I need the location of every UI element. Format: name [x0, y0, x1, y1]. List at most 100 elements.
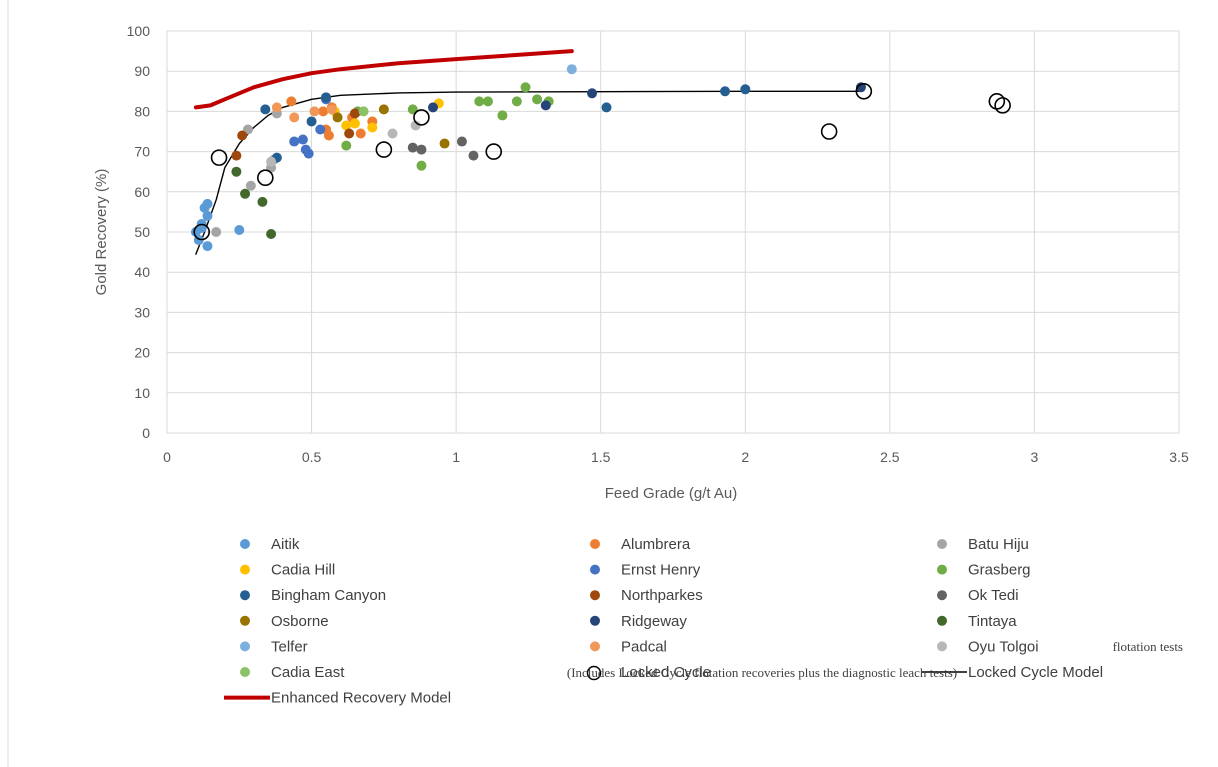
y-tick-label: 20: [134, 345, 150, 361]
oyu-tolgoi-point: [410, 120, 421, 131]
legend-marker-cadia-east: [240, 667, 250, 677]
y-tick-label: 0: [142, 425, 150, 441]
legend-marker-batu-hiju: [937, 539, 947, 549]
legend-label-bingham-canyon: Bingham Canyon: [271, 587, 386, 604]
bingham-canyon-point: [601, 102, 612, 113]
oyu-tolgoi-point: [387, 128, 398, 139]
alumbrera-point: [318, 106, 329, 117]
locked-cycle-point: [413, 109, 430, 126]
padcal-point: [309, 106, 320, 117]
ridgeway-point: [428, 102, 439, 113]
ok-tedi-point: [407, 142, 418, 153]
y-tick-label: 10: [134, 385, 150, 401]
legend-label-batu-hiju: Batu Hiju: [968, 536, 1029, 553]
cadia-hill-point: [341, 120, 352, 131]
locked-cycle-point: [375, 141, 393, 158]
grasberg-point: [511, 96, 522, 107]
aitik-point: [234, 224, 245, 235]
legend-marker-oyu-tolgoi: [937, 641, 947, 652]
aitik-point: [202, 241, 213, 252]
legend-marker-ridgeway: [590, 615, 600, 626]
alumbrera-point: [355, 128, 366, 139]
legend-marker-locked-cycle: [586, 665, 602, 681]
padcal-point: [289, 112, 300, 123]
legend-marker-padcal: [590, 641, 600, 652]
legend-marker-cadia-hill: [240, 564, 250, 575]
legend-label-osborne: Osborne: [271, 613, 329, 630]
y-tick-label: 50: [134, 224, 150, 240]
y-tick-label: 100: [127, 23, 151, 39]
grasberg-point: [497, 110, 508, 121]
bingham-canyon-point: [720, 86, 731, 97]
legend-label-grasberg: Grasberg: [968, 562, 1031, 579]
cadia-east-point: [358, 106, 369, 117]
legend-marker-grasberg: [937, 564, 947, 575]
grasberg-point: [482, 96, 493, 107]
annotation-flotation-tests: flotation tests: [1113, 639, 1183, 654]
ernst-henry-point: [297, 134, 308, 145]
padcal-point: [271, 102, 282, 113]
ridgeway-point: [540, 100, 551, 111]
x-tick-label: 1: [452, 449, 460, 465]
batu-hiju-point: [211, 227, 222, 237]
batu-hiju-point: [245, 180, 256, 191]
legend-marker-alumbrera: [590, 539, 600, 549]
northparkes-point: [349, 108, 360, 119]
annotation-includes: (Includes Locked Cycle flotation recover…: [567, 665, 957, 680]
cadia-hill-point: [349, 118, 360, 129]
y-tick-label: 60: [134, 184, 150, 200]
locked-cycle-point: [193, 223, 210, 241]
locked-cycle-point: [257, 169, 274, 187]
legend-marker-northparkes: [590, 590, 600, 601]
ok-tedi-point: [416, 144, 427, 155]
legend-marker-ok-tedi: [937, 590, 947, 601]
grasberg-point: [341, 140, 352, 151]
bingham-canyon-point: [260, 104, 271, 115]
x-tick-label: 2: [741, 449, 749, 465]
legend-label-ridgeway: Ridgeway: [621, 613, 687, 630]
locked-cycle-point: [994, 97, 1011, 114]
ok-tedi-point: [456, 136, 467, 147]
legend-label-aitik: Aitik: [271, 536, 300, 553]
legend-marker-aitik: [240, 539, 250, 549]
cadia-hill-point: [367, 122, 378, 133]
legend-label-ernst-henry: Ernst Henry: [621, 562, 701, 579]
legend-label-tintaya: Tintaya: [968, 613, 1017, 630]
plot-area: [190, 49, 1011, 255]
enhanced-recovery-model-line: [193, 49, 574, 110]
x-tick-label: 3.5: [1169, 449, 1189, 465]
legend-label-locked-cycle-model: Locked Cycle Model: [968, 664, 1103, 681]
legend-marker-telfer: [240, 641, 250, 652]
alumbrera-point: [286, 96, 297, 107]
aitik-point: [202, 210, 213, 221]
locked-cycle-point: [485, 143, 503, 160]
locked-cycle-point: [855, 83, 873, 100]
legend-label-alumbrera: Alumbrera: [621, 536, 691, 553]
y-axis-label: Gold Recovery (%): [93, 169, 110, 296]
northparkes-point: [237, 130, 248, 141]
legend-label-oyu-tolgoi: Oyu Tolgoi: [968, 638, 1039, 655]
grasberg-point: [416, 160, 427, 171]
tintaya-point: [231, 166, 242, 177]
alumbrera-point: [323, 130, 334, 141]
legend-label-telfer: Telfer: [271, 638, 308, 655]
ridgeway-point: [587, 88, 598, 99]
legend-marker-bingham-canyon: [240, 590, 250, 601]
x-tick-label: 2.5: [880, 449, 900, 465]
legend-label-cadia-east: Cadia East: [271, 664, 345, 681]
legend-label-northparkes: Northparkes: [621, 587, 703, 604]
legend-marker-ernst-henry: [590, 564, 600, 575]
ernst-henry-point: [289, 136, 300, 147]
northparkes-point: [344, 128, 355, 139]
bingham-canyon-point: [321, 92, 332, 103]
y-tick-label: 70: [134, 144, 150, 160]
tintaya-point: [266, 229, 277, 240]
y-tick-label: 40: [134, 264, 150, 280]
locked-cycle-point: [820, 123, 838, 140]
legend-label-locked-cycle: Locked Cycle: [621, 664, 711, 681]
bingham-canyon-point: [740, 84, 751, 95]
ridgeway-point: [855, 82, 866, 93]
grasberg-point: [532, 94, 543, 105]
padcal-point: [326, 104, 337, 115]
